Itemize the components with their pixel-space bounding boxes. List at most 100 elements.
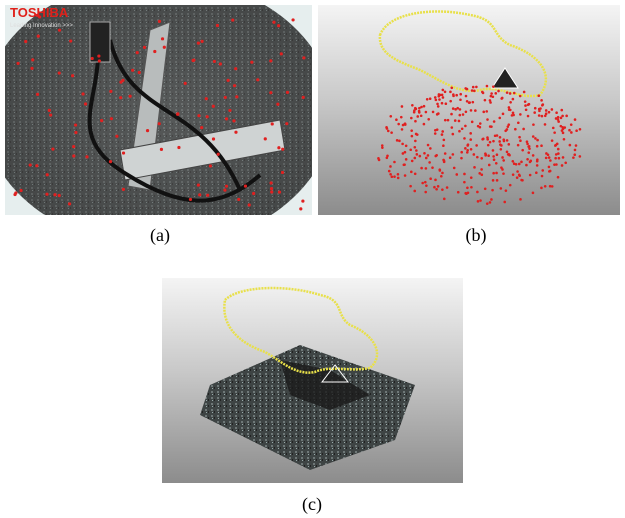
feature-point <box>442 96 445 99</box>
feature-point <box>486 85 489 88</box>
feature-point <box>276 103 279 106</box>
feature-point <box>470 109 473 112</box>
feature-point <box>562 156 565 159</box>
feature-point <box>391 175 394 178</box>
feature-point <box>176 112 179 115</box>
feature-point <box>545 152 548 155</box>
feature-point <box>302 56 305 59</box>
feature-point <box>532 135 535 138</box>
feature-point <box>464 125 467 128</box>
feature-point <box>470 148 473 151</box>
feature-point <box>46 173 49 176</box>
feature-point <box>544 123 547 126</box>
feature-point <box>487 154 490 157</box>
feature-point <box>553 131 556 134</box>
feature-point <box>434 155 437 158</box>
feature-point <box>529 160 532 163</box>
feature-point <box>270 181 273 184</box>
feature-point <box>72 154 75 157</box>
feature-point <box>29 163 32 166</box>
feature-point <box>163 46 166 49</box>
feature-point <box>396 139 399 142</box>
feature-point <box>232 119 235 122</box>
feature-point <box>71 74 74 77</box>
feature-point <box>523 91 526 94</box>
feature-point <box>440 175 443 178</box>
feature-point <box>427 154 430 157</box>
feature-point <box>548 111 551 114</box>
feature-point <box>548 156 551 159</box>
feature-point <box>508 106 511 109</box>
feature-point <box>490 125 493 128</box>
feature-point <box>442 144 445 147</box>
feature-point <box>502 113 505 116</box>
feature-point <box>444 90 447 93</box>
feature-point <box>517 121 520 124</box>
feature-point <box>58 71 61 74</box>
feature-point <box>119 96 122 99</box>
feature-point <box>525 108 528 111</box>
feature-point <box>473 153 476 156</box>
feature-point <box>244 185 247 188</box>
feature-point <box>449 156 452 159</box>
feature-point <box>474 109 477 112</box>
feature-point <box>512 160 515 163</box>
feature-point <box>554 157 557 160</box>
feature-point <box>538 110 541 113</box>
feature-point <box>459 108 462 111</box>
feature-point <box>528 147 531 150</box>
feature-point <box>493 120 496 123</box>
feature-point <box>507 125 510 128</box>
feature-point <box>460 151 463 154</box>
logo-tagline: Leading Innovation >>> <box>10 23 73 29</box>
feature-point <box>393 175 396 178</box>
feature-point <box>485 110 488 113</box>
feature-point <box>458 130 461 133</box>
feature-point <box>544 185 547 188</box>
feature-point <box>497 90 500 93</box>
feature-point <box>286 91 289 94</box>
feature-point <box>464 192 467 195</box>
feature-point <box>506 151 509 154</box>
feature-point <box>441 133 444 136</box>
feature-point <box>416 153 419 156</box>
feature-point <box>551 108 554 111</box>
feature-point <box>252 192 255 195</box>
feature-point <box>477 200 480 203</box>
feature-point <box>74 123 77 126</box>
feature-point <box>495 172 498 175</box>
feature-point <box>568 129 571 132</box>
feature-point <box>520 179 523 182</box>
feature-point <box>415 149 418 152</box>
feature-point <box>197 114 200 117</box>
feature-point <box>209 164 212 167</box>
feature-point <box>386 127 389 130</box>
feature-point <box>231 18 234 21</box>
feature-point <box>473 166 476 169</box>
feature-point <box>410 117 413 120</box>
feature-point <box>131 69 134 72</box>
feature-point <box>468 101 471 104</box>
feature-point <box>390 131 393 134</box>
feature-point <box>442 89 445 92</box>
feature-point <box>472 101 475 104</box>
feature-point <box>544 115 547 118</box>
feature-point <box>518 174 521 177</box>
feature-point <box>414 107 417 110</box>
feature-point <box>470 176 473 179</box>
feature-point <box>24 40 27 43</box>
feature-point <box>431 166 434 169</box>
feature-point <box>423 105 426 108</box>
feature-point <box>411 160 414 163</box>
feature-point <box>419 155 422 158</box>
feature-point <box>250 61 253 64</box>
feature-point <box>278 191 281 194</box>
feature-point <box>441 102 444 105</box>
feature-point <box>538 114 541 117</box>
feature-point <box>97 54 100 57</box>
feature-point <box>545 109 548 112</box>
feature-point <box>561 115 564 118</box>
feature-point <box>575 129 578 132</box>
feature-point <box>486 118 489 121</box>
feature-point <box>234 131 237 134</box>
